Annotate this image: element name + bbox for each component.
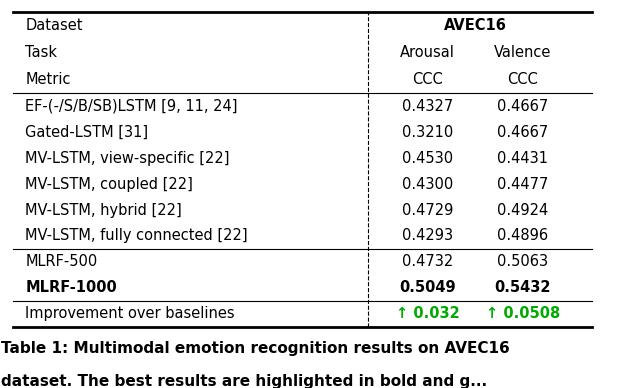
- Text: EF-(-/S/B/SB)LSTM [9, 11, 24]: EF-(-/S/B/SB)LSTM [9, 11, 24]: [25, 99, 238, 114]
- Text: Table 1: Multimodal emotion recognition results on AVEC16: Table 1: Multimodal emotion recognition …: [1, 341, 510, 356]
- Text: 0.4477: 0.4477: [497, 177, 548, 192]
- Text: MV-LSTM, coupled [22]: MV-LSTM, coupled [22]: [25, 177, 193, 192]
- Text: AVEC16: AVEC16: [444, 18, 507, 33]
- Text: Improvement over baselines: Improvement over baselines: [25, 306, 235, 321]
- Text: 0.4431: 0.4431: [497, 151, 548, 166]
- Text: 0.3210: 0.3210: [402, 125, 453, 140]
- Text: ↑ 0.0508: ↑ 0.0508: [486, 306, 560, 321]
- Text: 0.4300: 0.4300: [402, 177, 453, 192]
- Text: 0.4732: 0.4732: [402, 255, 453, 269]
- Text: 0.5049: 0.5049: [399, 281, 456, 295]
- Text: CCC: CCC: [412, 72, 443, 87]
- Text: 0.4924: 0.4924: [497, 203, 548, 218]
- Text: Valence: Valence: [494, 45, 552, 60]
- Text: MV-LSTM, fully connected [22]: MV-LSTM, fully connected [22]: [25, 229, 248, 244]
- Text: Gated-LSTM [31]: Gated-LSTM [31]: [25, 125, 149, 140]
- Text: Task: Task: [25, 45, 57, 60]
- Text: 0.4667: 0.4667: [497, 99, 548, 114]
- Text: 0.5063: 0.5063: [497, 255, 548, 269]
- Text: 0.4896: 0.4896: [497, 229, 548, 244]
- Text: Metric: Metric: [25, 72, 71, 87]
- Text: 0.4530: 0.4530: [402, 151, 453, 166]
- Text: ↑ 0.032: ↑ 0.032: [396, 306, 459, 321]
- Text: MLRF-500: MLRF-500: [25, 255, 97, 269]
- Text: MV-LSTM, view-specific [22]: MV-LSTM, view-specific [22]: [25, 151, 230, 166]
- Text: 0.4729: 0.4729: [402, 203, 453, 218]
- Text: 0.4667: 0.4667: [497, 125, 548, 140]
- Text: MLRF-1000: MLRF-1000: [25, 281, 117, 295]
- Text: 0.4293: 0.4293: [402, 229, 453, 244]
- Text: CCC: CCC: [507, 72, 539, 87]
- Text: Arousal: Arousal: [400, 45, 455, 60]
- Text: Dataset: Dataset: [25, 18, 83, 33]
- Text: dataset. The best results are highlighted in bold and g...: dataset. The best results are highlighte…: [1, 374, 487, 388]
- Text: 0.5432: 0.5432: [495, 281, 551, 295]
- Text: 0.4327: 0.4327: [402, 99, 453, 114]
- Text: MV-LSTM, hybrid [22]: MV-LSTM, hybrid [22]: [25, 203, 182, 218]
